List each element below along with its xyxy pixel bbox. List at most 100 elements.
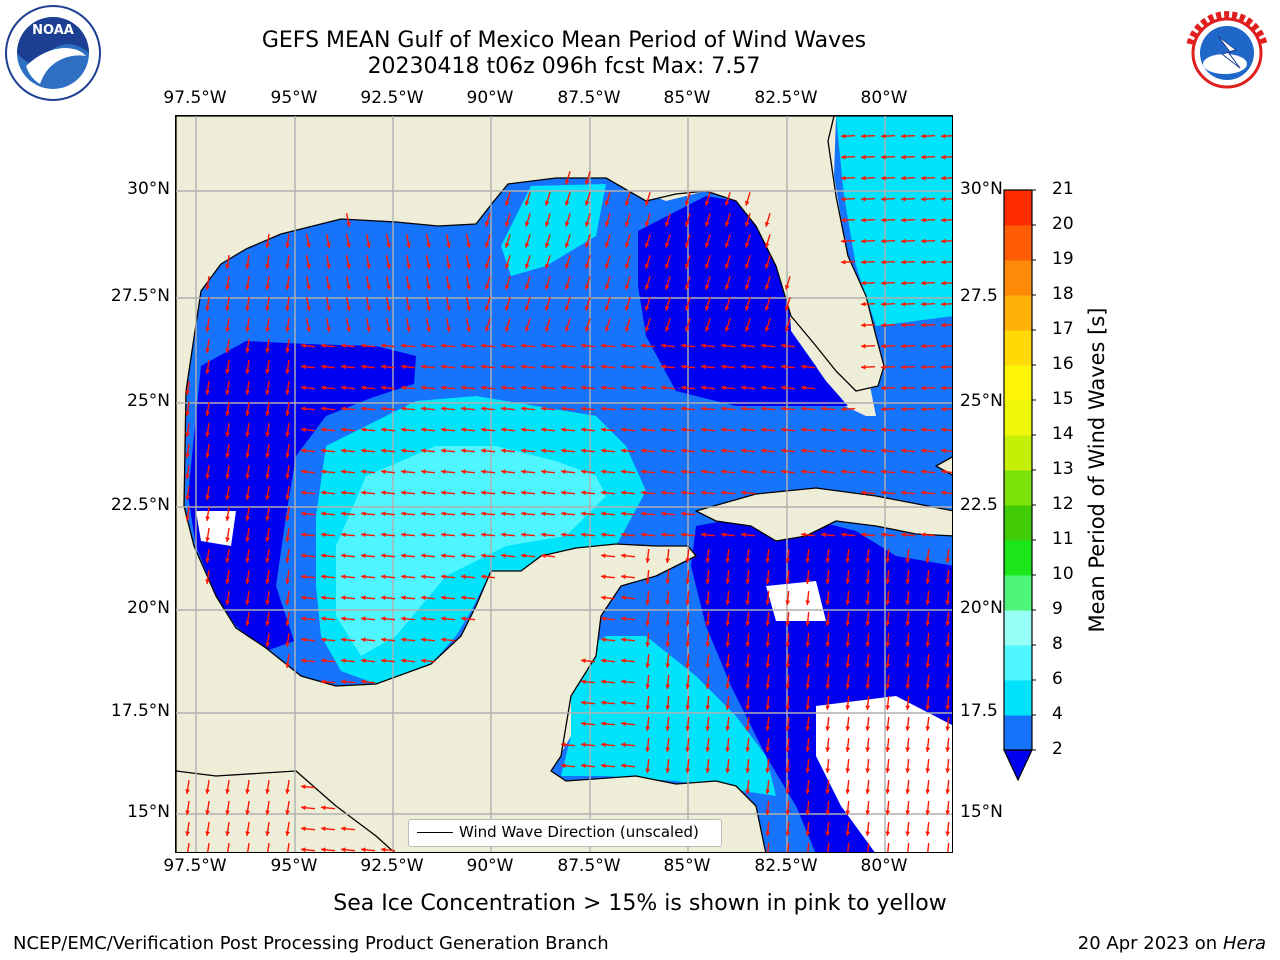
wind-wave-arrowhead	[665, 621, 671, 626]
wind-wave-arrowhead	[265, 810, 270, 815]
wind-wave-arrowhead	[801, 427, 806, 433]
wind-wave-arrowhead	[301, 364, 306, 370]
wind-wave-arrowhead	[401, 364, 406, 370]
colorbar-segment	[1004, 610, 1032, 646]
wind-wave-arrowhead	[821, 448, 826, 454]
wind-wave-arrowhead	[461, 511, 466, 517]
wind-wave-arrow	[286, 842, 290, 852]
wind-wave-arrowhead	[865, 621, 871, 626]
wind-wave-arrowhead	[245, 285, 250, 290]
wind-wave-arrowhead	[601, 721, 606, 727]
wind-wave-arrowhead	[561, 490, 566, 496]
wind-wave-arrowhead	[661, 469, 666, 475]
wind-wave-arrowhead	[865, 789, 871, 794]
wind-wave-arrowhead	[704, 263, 710, 269]
wind-wave-arrowhead	[466, 306, 471, 311]
wind-wave-arrowhead	[541, 385, 546, 391]
wind-wave-arrowhead	[381, 847, 386, 852]
wind-wave-arrowhead	[621, 490, 626, 496]
wind-wave-arrowhead	[765, 684, 771, 689]
wind-wave-arrowhead	[901, 343, 906, 349]
wind-wave-arrowhead	[925, 747, 931, 752]
lat-tick-left: 22.5°N	[110, 495, 170, 515]
wind-wave-arrowhead	[801, 406, 806, 412]
wind-wave-arrowhead	[401, 469, 406, 475]
wind-wave-arrowhead	[621, 553, 626, 559]
wind-wave-arrowhead	[921, 301, 926, 307]
wind-wave-arrowhead	[561, 427, 566, 433]
wind-wave-arrowhead	[921, 280, 926, 286]
wind-wave-arrowhead	[941, 133, 946, 139]
wind-wave-arrowhead	[366, 285, 371, 290]
wind-wave-arrowhead	[484, 305, 490, 311]
wind-wave-arrowhead	[541, 448, 546, 454]
wind-wave-arrowhead	[245, 558, 250, 563]
wind-wave-arrowhead	[341, 826, 346, 832]
wind-wave-arrowhead	[406, 285, 411, 290]
wind-wave-arrowhead	[461, 364, 466, 370]
wind-wave-arrowhead	[601, 511, 606, 517]
wind-wave-arrowhead	[301, 469, 306, 475]
wind-wave-arrowhead	[541, 490, 546, 496]
wind-wave-arrowhead	[885, 831, 891, 836]
wind-wave-arrowhead	[481, 511, 486, 517]
wind-wave-arrowhead	[925, 810, 931, 815]
wind-wave-arrowhead	[541, 469, 546, 475]
wind-wave-arrowhead	[601, 406, 606, 412]
wind-wave-arrowhead	[501, 448, 506, 454]
wind-wave-arrowhead	[805, 621, 811, 626]
wind-wave-arrowhead	[921, 322, 926, 328]
wind-wave-arrowhead	[265, 831, 270, 836]
wind-wave-arrowhead	[865, 810, 871, 815]
wind-wave-arrowhead	[524, 305, 530, 311]
wind-wave-arrowhead	[881, 385, 886, 391]
wind-wave-arrowhead	[745, 684, 751, 689]
wind-wave-arrowhead	[765, 600, 771, 605]
wind-wave-arrowhead	[584, 200, 590, 206]
wind-wave-arrowhead	[705, 579, 711, 584]
wind-wave-arrowhead	[426, 285, 431, 290]
wind-wave-arrowhead	[721, 406, 726, 412]
wind-wave-arrowhead	[761, 448, 766, 454]
lat-tick-right: 17.5	[960, 701, 998, 721]
wind-wave-arrowhead	[624, 263, 630, 269]
wind-wave-arrowhead	[945, 789, 951, 794]
wind-wave-arrowhead	[366, 327, 371, 332]
wind-wave-arrowhead	[921, 385, 926, 391]
wind-wave-arrowhead	[601, 532, 606, 538]
lon-tick-top: 97.5°W	[163, 88, 227, 108]
legend-label: Wind Wave Direction (unscaled)	[459, 823, 699, 841]
wind-wave-arrowhead	[665, 642, 671, 647]
wind-wave-arrowhead	[945, 726, 951, 731]
svg-text:NOAA: NOAA	[32, 23, 74, 38]
wind-wave-arrowhead	[921, 259, 926, 265]
wind-wave-arrowhead	[825, 684, 831, 689]
wind-wave-arrowhead	[801, 385, 806, 391]
wind-wave-arrowhead	[601, 616, 606, 622]
wind-wave-arrowhead	[564, 263, 570, 269]
wind-wave-arrowhead	[685, 663, 691, 668]
wind-wave-arrowhead	[544, 263, 550, 269]
wind-wave-arrowhead	[401, 532, 406, 538]
wind-wave-arrowhead	[265, 621, 270, 626]
wind-wave-arrowhead	[881, 280, 886, 286]
wind-wave-arrowhead	[925, 768, 931, 773]
wind-wave-arrowhead	[785, 852, 790, 853]
wind-wave-arrowhead	[925, 558, 931, 563]
wind-wave-arrowhead	[905, 747, 911, 752]
wind-wave-arrowhead	[461, 448, 466, 454]
wind-wave-arrowhead	[581, 700, 586, 706]
wind-wave-arrowhead	[584, 263, 590, 269]
wind-wave-arrowhead	[845, 726, 851, 731]
wind-wave-arrowhead	[321, 469, 326, 475]
wind-wave-arrowhead	[945, 621, 951, 626]
wind-wave-arrowhead	[341, 385, 346, 391]
wind-wave-arrowhead	[641, 406, 646, 412]
wind-wave-arrowhead	[784, 305, 790, 311]
wind-wave-arrowhead	[725, 663, 731, 668]
wind-wave-arrowhead	[521, 364, 526, 370]
lon-tick-bottom: 95°W	[270, 856, 318, 876]
colorbar-segment	[1004, 260, 1032, 296]
wind-wave-arrowhead	[406, 306, 411, 311]
wind-wave-arrowhead	[265, 390, 270, 395]
